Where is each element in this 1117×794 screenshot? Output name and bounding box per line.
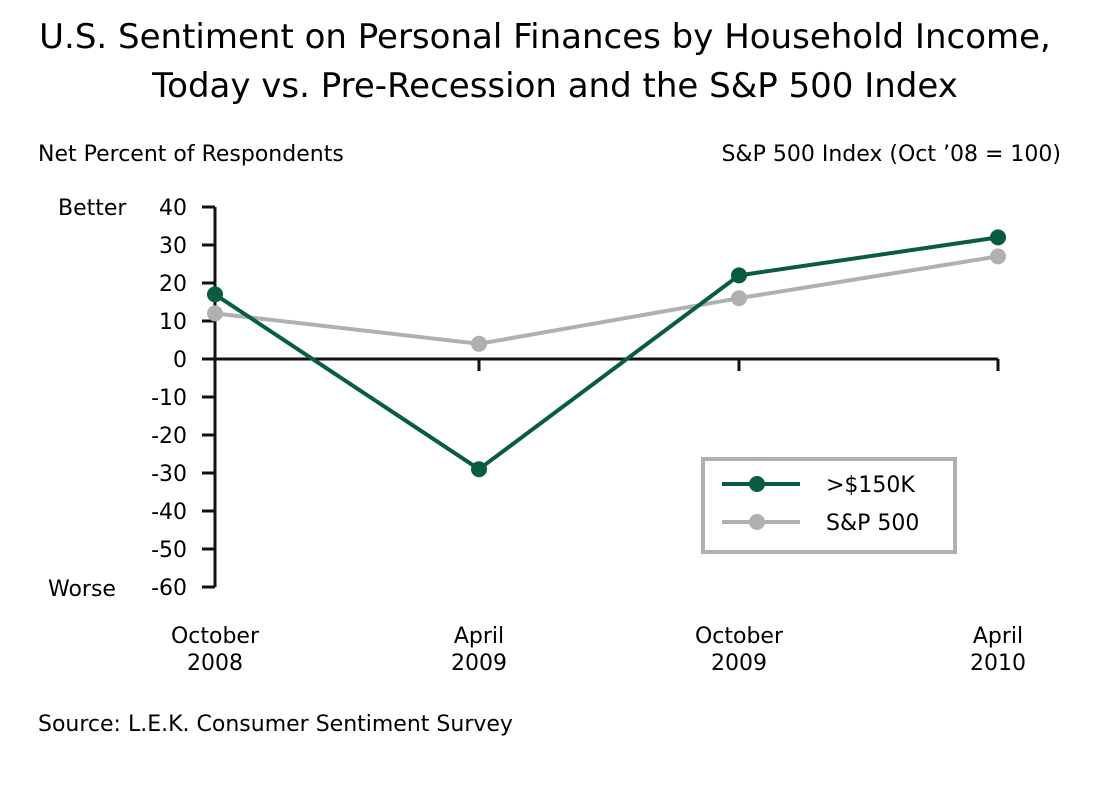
legend-label: >$150K [826,473,915,498]
series-line [214,254,999,346]
y-axis-left-label: Net Percent of Respondents [38,142,344,167]
y-bottom-label: Worse [48,577,116,602]
y-tick-label: -60 [151,576,187,601]
data-point [731,290,747,307]
legend-label: S&P 500 [826,511,919,536]
legend-box [701,457,957,554]
x-tick-label-line: April [973,624,1023,649]
x-tick-label-line: 2009 [451,651,507,676]
y-tick-label: -40 [151,500,187,525]
legend-swatch-marker [749,514,765,530]
x-tick-label-line: 2008 [187,651,243,676]
y-tick-label: 40 [159,196,187,221]
x-tick-label-line: 2010 [970,651,1026,676]
legend: >$150K S&P 500 [701,457,957,554]
x-tick-label: October 2009 [695,624,784,676]
data-point [990,229,1006,246]
y-tick-label: 10 [159,310,187,335]
data-point [990,248,1006,265]
data-point [207,305,223,322]
x-tick-label: October 2008 [171,624,260,676]
series [207,229,1006,478]
x-tick-label-line: October [171,624,260,649]
y-axis-right-label: S&P 500 Index (Oct ’08 = 100) [721,142,1061,167]
y-axis: 40 30 20 10 0 -10 -20 -30 -40 -50 -60 [151,196,217,601]
data-point [471,335,487,352]
y-top-label: Better [58,196,127,221]
data-point [731,267,747,284]
chart-title-line-1: U.S. Sentiment on Personal Finances by H… [39,17,1051,57]
x-tick-label: April 2010 [970,624,1026,676]
x-tick-label-line: October [695,624,784,649]
source-note: Source: L.E.K. Consumer Sentiment Survey [38,712,513,737]
y-tick-label: -10 [151,386,187,411]
x-tick-label-line: April [454,624,504,649]
x-tick-label: April 2009 [451,624,507,676]
y-tick-label: -20 [151,424,187,449]
legend-swatch-marker [749,476,765,492]
chart-title-line-2: Today vs. Pre-Recession and the S&P 500 … [151,66,958,106]
series-0 [207,229,1006,478]
series-1 [207,248,1006,352]
y-tick-label: -50 [151,538,187,563]
x-tick-label-line: 2009 [711,651,767,676]
y-tick-label: 0 [173,348,187,373]
series-line [213,235,999,472]
data-point [471,461,487,478]
data-point [207,286,223,303]
y-tick-label: 30 [159,234,187,259]
y-tick-label: -30 [151,462,187,487]
y-tick-label: 20 [159,272,187,297]
